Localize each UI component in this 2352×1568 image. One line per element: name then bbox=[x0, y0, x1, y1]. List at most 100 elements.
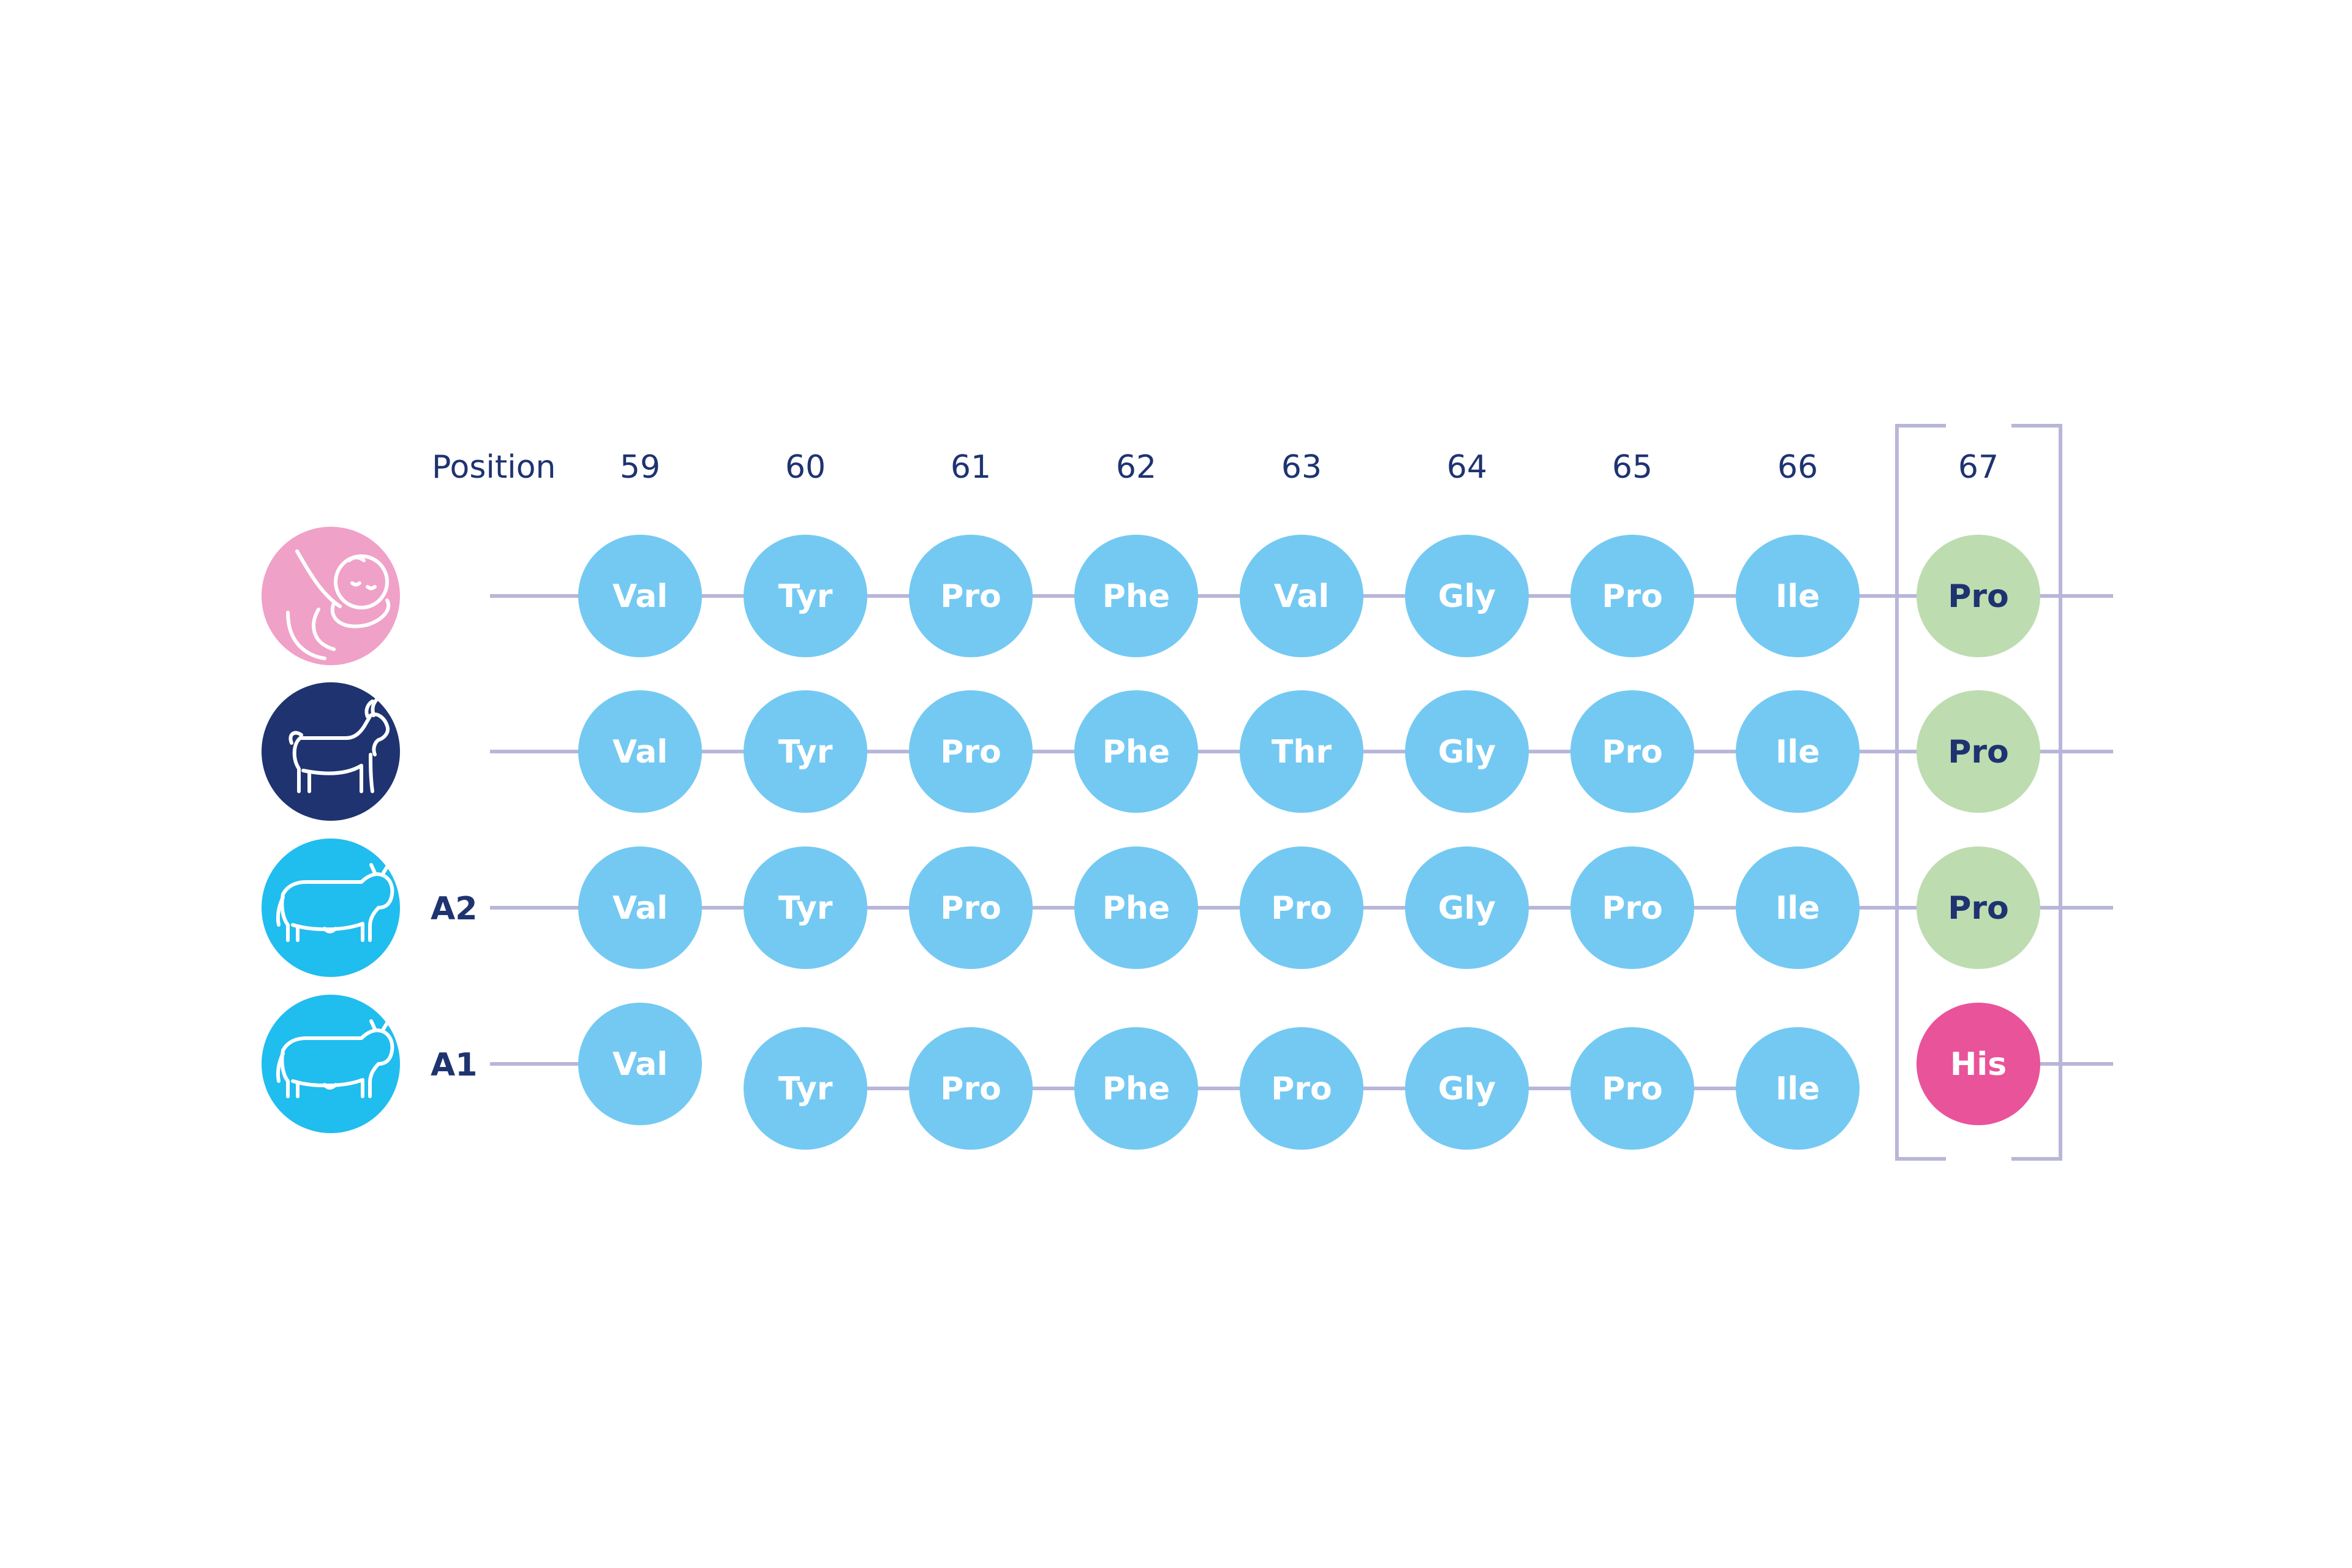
residue-label: Pro bbox=[1602, 1071, 1662, 1107]
residue-circle bbox=[1240, 1027, 1363, 1150]
residue-label: Tyr bbox=[778, 890, 833, 927]
residue-circle bbox=[1570, 846, 1694, 969]
residue-label: Ile bbox=[1776, 578, 1820, 615]
residue-label: Ile bbox=[1776, 890, 1820, 927]
residue-label: Pro bbox=[1602, 734, 1662, 771]
residue-label: Tyr bbox=[778, 734, 833, 771]
residue-label: Ile bbox=[1776, 1071, 1820, 1107]
goat-icon bbox=[288, 695, 390, 793]
residue-label: Val bbox=[612, 734, 668, 771]
residue-circle bbox=[909, 535, 1033, 657]
residue-label: Phe bbox=[1102, 734, 1170, 771]
position-number: 67 bbox=[1958, 449, 1999, 486]
residue-label: Pro bbox=[940, 578, 1001, 615]
residue-label: Phe bbox=[1102, 578, 1170, 615]
position-numbers: 59 60 61 62 63 64 65 66 67 bbox=[620, 449, 1999, 486]
residue-label: Pro bbox=[940, 890, 1001, 927]
position-number: 65 bbox=[1612, 449, 1653, 486]
position-number: 61 bbox=[951, 449, 991, 486]
residue-circle bbox=[744, 1027, 867, 1150]
residue-circle bbox=[1570, 1027, 1694, 1150]
position-header: Position bbox=[432, 449, 556, 486]
residue-label: Val bbox=[612, 890, 668, 927]
position-67-bracket bbox=[1895, 424, 2062, 1161]
residue-label: Val bbox=[1274, 578, 1329, 615]
residue-label: Gly bbox=[1438, 890, 1496, 927]
residue-label: Val bbox=[612, 578, 668, 615]
variant-label-a1: A1 bbox=[431, 1047, 477, 1084]
residue-circle bbox=[1074, 690, 1198, 813]
residue-circle bbox=[744, 690, 867, 813]
residue-label: Pro bbox=[1602, 890, 1662, 927]
position-number: 59 bbox=[620, 449, 660, 486]
residue-circle bbox=[1074, 535, 1198, 657]
residue-label: Phe bbox=[1102, 890, 1170, 927]
residue-circle bbox=[578, 1003, 702, 1125]
residue-label: Ile bbox=[1776, 734, 1820, 771]
residue-circle bbox=[1074, 846, 1198, 969]
residue-circle bbox=[1405, 535, 1529, 657]
residue-circle bbox=[744, 535, 867, 657]
residue-label: His bbox=[1950, 1046, 2007, 1083]
residue-label: Pro bbox=[1948, 578, 2008, 615]
residue-label: Tyr bbox=[778, 1071, 833, 1107]
residue-circle bbox=[1570, 690, 1694, 813]
residue-label: Pro bbox=[1948, 890, 2008, 927]
residue-label: Gly bbox=[1438, 1071, 1496, 1107]
residue-circle bbox=[1917, 1003, 2040, 1125]
infant-row-icon bbox=[262, 527, 400, 665]
cow-a1-row-icon bbox=[262, 995, 400, 1133]
position-number: 63 bbox=[1281, 449, 1322, 486]
position-number: 64 bbox=[1447, 449, 1487, 486]
position-number: 66 bbox=[1777, 449, 1818, 486]
variant-label-a2: A2 bbox=[431, 891, 477, 927]
residue-circle bbox=[1736, 690, 1860, 813]
residue-label: Gly bbox=[1438, 734, 1496, 771]
infant-breastfeeding-icon bbox=[286, 549, 391, 660]
residue-circle bbox=[744, 846, 867, 969]
cow-icon bbox=[276, 863, 394, 942]
sequence-row: Val Tyr Pro Phe Thr Gly Pro Ile Pro bbox=[490, 690, 2113, 813]
residue-circle bbox=[1736, 535, 1860, 657]
residue-circle bbox=[1917, 846, 2040, 969]
position-number: 62 bbox=[1116, 449, 1156, 486]
residue-label: Pro bbox=[1271, 890, 1332, 927]
residue-circle bbox=[1736, 1027, 1860, 1150]
sequence-row: Val Tyr Pro Phe Val Gly Pro Ile Pro bbox=[490, 535, 2113, 657]
residue-circle bbox=[578, 690, 702, 813]
residue-label: Pro bbox=[1271, 1071, 1332, 1107]
residue-label: Val bbox=[612, 1046, 668, 1083]
residue-circle bbox=[578, 535, 702, 657]
residue-circle bbox=[1405, 1027, 1529, 1150]
residue-label: Tyr bbox=[778, 578, 833, 615]
cow-icon bbox=[276, 1019, 394, 1098]
residue-circle bbox=[578, 846, 702, 969]
residue-circle bbox=[909, 690, 1033, 813]
residue-circle bbox=[1240, 535, 1363, 657]
residue-circle bbox=[1240, 846, 1363, 969]
residue-circle bbox=[909, 1027, 1033, 1150]
residue-circle bbox=[1917, 535, 2040, 657]
cow-a2-row-icon bbox=[262, 839, 400, 977]
sequence-rows: Val Tyr Pro Phe Val Gly Pro Ile Pro Val Tyr Pro Phe T… bbox=[490, 535, 2113, 1150]
residue-circle bbox=[1240, 690, 1363, 813]
residue-circle bbox=[1405, 846, 1529, 969]
residue-circle bbox=[1917, 690, 2040, 813]
sequence-row: Val Tyr Pro Phe Pro Gly Pro Ile Pro bbox=[490, 846, 2113, 969]
residue-circle bbox=[1405, 690, 1529, 813]
residue-circle bbox=[1736, 846, 1860, 969]
residue-circle bbox=[1570, 535, 1694, 657]
residue-circle bbox=[909, 846, 1033, 969]
goat-row-icon bbox=[262, 682, 400, 821]
residue-label: Phe bbox=[1102, 1071, 1170, 1107]
residue-label: Thr bbox=[1272, 734, 1332, 771]
residue-label: Gly bbox=[1438, 578, 1496, 615]
residue-label: Pro bbox=[1948, 734, 2008, 771]
residue-label: Pro bbox=[940, 734, 1001, 771]
residue-label: Pro bbox=[940, 1071, 1001, 1107]
residue-circle bbox=[1074, 1027, 1198, 1150]
sequence-row: Val Tyr Pro Phe Pro Gly Pro Ile His bbox=[490, 1003, 2113, 1150]
position-number: 60 bbox=[785, 449, 826, 486]
